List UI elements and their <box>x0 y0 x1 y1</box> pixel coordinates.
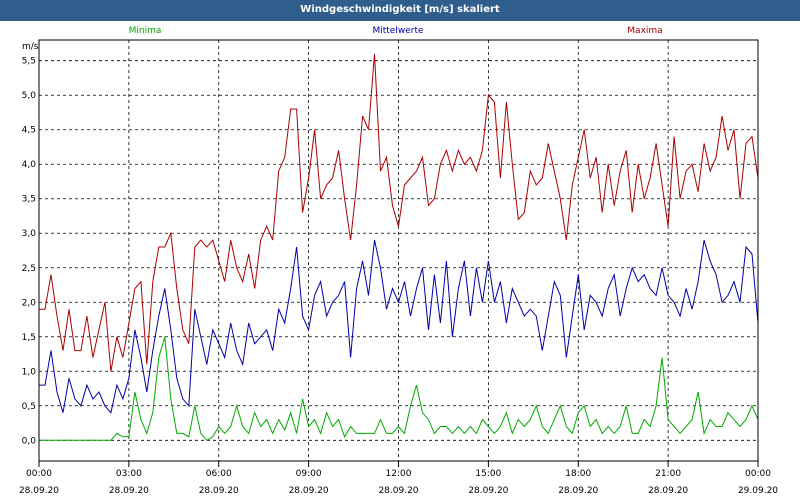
gridlines <box>38 40 759 461</box>
y-tick-label: 5,5 <box>22 57 36 67</box>
x-tick-time: 06:00 <box>206 469 232 479</box>
series-line-mittelwerte <box>39 239 759 414</box>
x-tick-time: 15:00 <box>475 469 501 479</box>
axes <box>38 39 759 467</box>
x-tick-date: 28.09.20 <box>199 486 239 496</box>
x-tick-date: 28.09.20 <box>378 486 418 496</box>
x-tick-date: 28.09.20 <box>19 486 59 496</box>
x-tick-date: 29.09.20 <box>738 486 778 496</box>
x-tick-time: 00:00 <box>745 469 771 479</box>
x-tick-date: 28.09.20 <box>648 486 688 496</box>
y-tick-label: 2,5 <box>22 264 36 274</box>
y-tick-label: 0,5 <box>22 402 36 412</box>
series-line-minima <box>39 336 759 441</box>
x-tick-time: 03:00 <box>116 469 142 479</box>
x-tick-date: 28.09.20 <box>109 486 149 496</box>
plot-frame <box>38 39 759 462</box>
y-tick-label: 1,5 <box>22 333 36 343</box>
legend-mittelwerte: Mittelwerte <box>372 26 423 36</box>
x-tick-date: 28.09.20 <box>289 486 329 496</box>
x-tick-time: 12:00 <box>386 469 412 479</box>
y-tick-label: 4,0 <box>22 160 37 170</box>
legend: Minima Mittelwerte Maxima <box>129 26 663 36</box>
series-lines <box>39 53 759 441</box>
legend-maxima: Maxima <box>627 26 662 36</box>
y-tick-label: 3,5 <box>22 195 36 205</box>
x-tick-time: 00:00 <box>26 469 52 479</box>
y-tick-label: 3,0 <box>22 229 37 239</box>
y-tick-label: 4,5 <box>22 126 36 136</box>
y-axis-label: m/s <box>22 42 39 52</box>
y-tick-label: 5,0 <box>22 91 37 101</box>
chart-title: Windgeschwindigkeit [m/s] skaliert <box>0 0 800 21</box>
y-tick-label: 2,0 <box>22 298 37 308</box>
x-tick-time: 21:00 <box>655 469 681 479</box>
x-tick-time: 18:00 <box>565 469 591 479</box>
series-line-maxima <box>39 53 759 372</box>
x-tick-time: 09:00 <box>296 469 322 479</box>
legend-minima: Minima <box>129 26 162 36</box>
x-tick-date: 28.09.20 <box>468 486 508 496</box>
y-tick-label: 0,0 <box>22 436 37 446</box>
y-tick-label: 1,0 <box>22 367 37 377</box>
line-chart: 0,0 0,5 1,0 1,5 2,0 2,5 3,0 3,5 4,0 4,5 5,0 5,5 m/s 0… <box>19 26 778 496</box>
axis-labels: 0,0 0,5 1,0 1,5 2,0 2,5 3,0 3,5 4,0 4,5 5,0 5,5 m/s 0… <box>19 42 778 496</box>
x-tick-date: 28.09.20 <box>558 486 598 496</box>
